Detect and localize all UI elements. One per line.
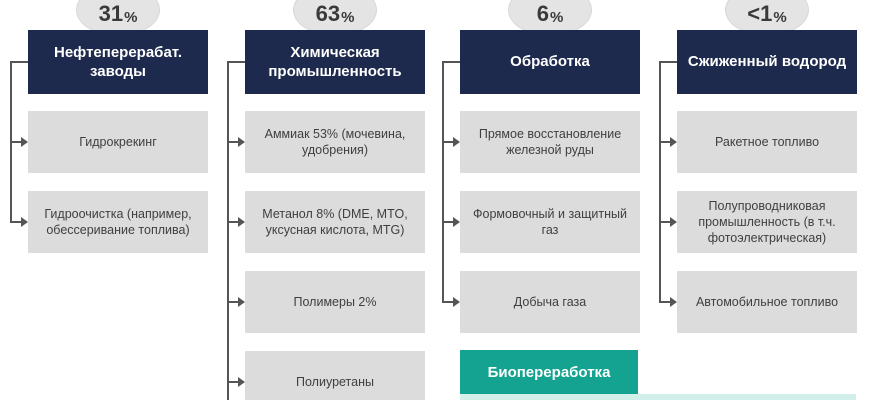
bio-processing-header: Биопереработка [460, 350, 638, 394]
connector-line [227, 381, 239, 383]
connector-line [442, 301, 454, 303]
column-header: Обработка [460, 30, 640, 94]
connector-line [442, 61, 444, 303]
arrow-icon [238, 217, 245, 227]
percent-unit: % [341, 9, 355, 26]
connector-line [659, 301, 671, 303]
list-item: Полупроводниковая промышленность (в т.ч.… [677, 191, 857, 253]
column-refineries: 31% Нефтеперерабат. заводы Гидрокрекинг … [28, 0, 208, 400]
connector-line [442, 221, 454, 223]
arrow-icon [238, 137, 245, 147]
list-item: Аммиак 53% (мочевина, удобрения) [245, 111, 425, 173]
percent-value: <1 [747, 1, 773, 26]
arrow-icon [453, 217, 460, 227]
connector-line [227, 61, 245, 63]
column-header: Нефтеперерабат. заводы [28, 30, 208, 94]
column-chemical: 63% Химическая промышленность Аммиак 53%… [245, 0, 425, 400]
arrow-icon [453, 137, 460, 147]
percent-value: 6 [536, 1, 549, 26]
list-item: Формовочный и защитный газ [460, 191, 640, 253]
list-item: Добыча газа [460, 271, 640, 333]
list-item: Полиуретаны [245, 351, 425, 400]
arrow-icon [21, 137, 28, 147]
connector-line [227, 301, 239, 303]
connector-line [10, 221, 22, 223]
connector-line [659, 61, 677, 63]
list-item: Прямое восстановление железной руды [460, 111, 640, 173]
arrow-icon [453, 297, 460, 307]
column-liquid-hydrogen: <1% Сжиженный водород Ракетное топливо П… [677, 0, 857, 400]
arrow-icon [21, 217, 28, 227]
connector-line [659, 61, 661, 303]
list-item: Ракетное топливо [677, 111, 857, 173]
percent-unit: % [773, 9, 787, 26]
list-item: Гидрокрекинг [28, 111, 208, 173]
bio-processing-panel [460, 394, 856, 400]
connector-line [227, 61, 229, 400]
connector-line [10, 141, 22, 143]
column-header: Сжиженный водород [677, 30, 857, 94]
arrow-icon [670, 137, 677, 147]
column-header: Химическая промышленность [245, 30, 425, 94]
connector-line [442, 141, 454, 143]
connector-line [227, 221, 239, 223]
percent-value: 31 [98, 1, 124, 26]
list-item: Полимеры 2% [245, 271, 425, 333]
arrow-icon [238, 297, 245, 307]
connector-line [442, 61, 460, 63]
column-processing: 6% Обработка Прямое восстановление желез… [460, 0, 640, 400]
list-item: Автомобильное топливо [677, 271, 857, 333]
list-item: Метанол 8% (DME, MTO, уксусная кислота, … [245, 191, 425, 253]
list-item: Гидроочистка (например, обессеривание то… [28, 191, 208, 253]
arrow-icon [670, 297, 677, 307]
arrow-icon [238, 377, 245, 387]
arrow-icon [670, 217, 677, 227]
percent-unit: % [124, 9, 138, 26]
connector-line [659, 141, 671, 143]
percent-value: 63 [315, 1, 341, 26]
connector-line [227, 141, 239, 143]
percent-unit: % [549, 9, 564, 26]
connector-line [10, 61, 28, 63]
connector-line [659, 221, 671, 223]
